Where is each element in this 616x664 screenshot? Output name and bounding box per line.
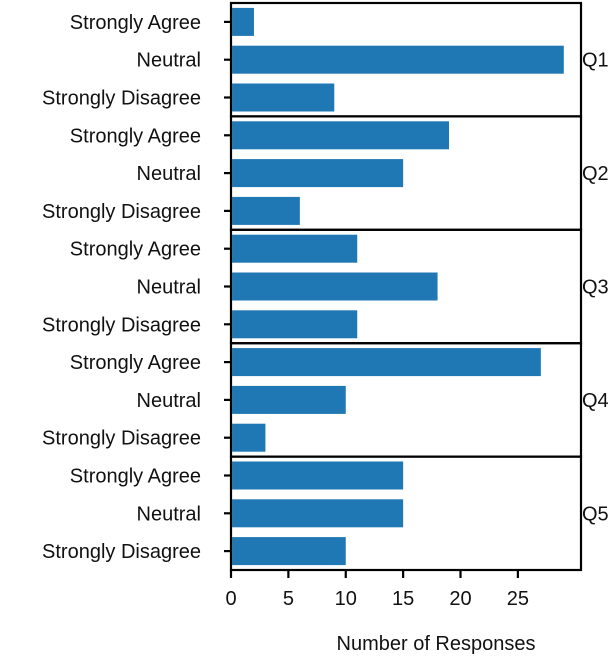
y-tick-label: Neutral: [137, 277, 201, 299]
panel-q4: Strongly Agree Neutral Strongly Disagree Q4: [42, 342, 609, 458]
bar-q4-strongly-agree: [232, 348, 541, 377]
bar-q1-neutral: [232, 45, 564, 74]
y-tick-label: Strongly Disagree: [42, 541, 201, 563]
x-tick-label: 0: [225, 588, 236, 610]
x-tick-label: 20: [449, 588, 471, 610]
y-tick-label: Neutral: [137, 50, 201, 72]
panel-q1: Strongly Agree Neutral Strongly Disagree Q1: [42, 1, 609, 118]
bar-q3-strongly-disagree: [232, 310, 358, 339]
y-tick-label: Strongly Agree: [70, 352, 201, 374]
y-tick-label: Strongly Disagree: [42, 201, 201, 223]
y-tick-label: Strongly Disagree: [42, 314, 201, 336]
bar-q3-strongly-agree: [232, 234, 358, 263]
bar-q3-neutral: [232, 272, 438, 301]
bar-q4-strongly-disagree: [232, 423, 266, 452]
panel-label: Q5: [582, 503, 609, 525]
bar-q4-neutral: [232, 385, 346, 414]
bar-q2-neutral: [232, 159, 404, 188]
y-tick-label: Strongly Agree: [70, 125, 201, 147]
panel-label: Q1: [582, 50, 609, 72]
panel-label: Q2: [582, 163, 609, 185]
y-tick-label: Strongly Agree: [70, 466, 201, 488]
y-tick-label: Neutral: [137, 390, 201, 412]
bar-q5-strongly-disagree: [232, 537, 346, 566]
x-tick-label: 10: [335, 588, 357, 610]
x-tick-label: 5: [283, 588, 294, 610]
bar-q5-strongly-agree: [232, 461, 404, 490]
x-tick-label: 15: [392, 588, 414, 610]
bar-q1-strongly-disagree: [232, 83, 335, 112]
y-tick-label: Strongly Disagree: [42, 428, 201, 450]
panel-label: Q4: [582, 390, 609, 412]
y-tick-label: Strongly Disagree: [42, 88, 201, 110]
panel-label: Q3: [582, 277, 609, 299]
y-tick-label: Strongly Agree: [70, 239, 201, 261]
panel-q2: Strongly Agree Neutral Strongly Disagree Q2: [42, 115, 609, 231]
y-tick-label: Neutral: [137, 163, 201, 185]
bar-q2-strongly-disagree: [232, 196, 300, 225]
chart-panels: Strongly Agree Neutral Strongly Disagree Q1…: [42, 1, 609, 572]
x-axis-title: Number of Responses: [337, 633, 536, 655]
x-axis: 0 5 10 15 20 25: [225, 570, 529, 610]
bar-q2-strongly-agree: [232, 121, 450, 150]
panel-q5: Strongly Agree Neutral Strongly Disagree Q5: [42, 455, 609, 572]
bar-q5-neutral: [232, 499, 404, 528]
y-tick-label: Neutral: [137, 503, 201, 525]
panel-q3: Strongly Agree Neutral Strongly Disagree Q3: [42, 228, 609, 345]
x-tick-label: 25: [507, 588, 529, 610]
bar-q1-strongly-agree: [232, 7, 254, 36]
y-tick-label: Strongly Agree: [70, 12, 201, 34]
panel-frame: [229, 455, 583, 572]
